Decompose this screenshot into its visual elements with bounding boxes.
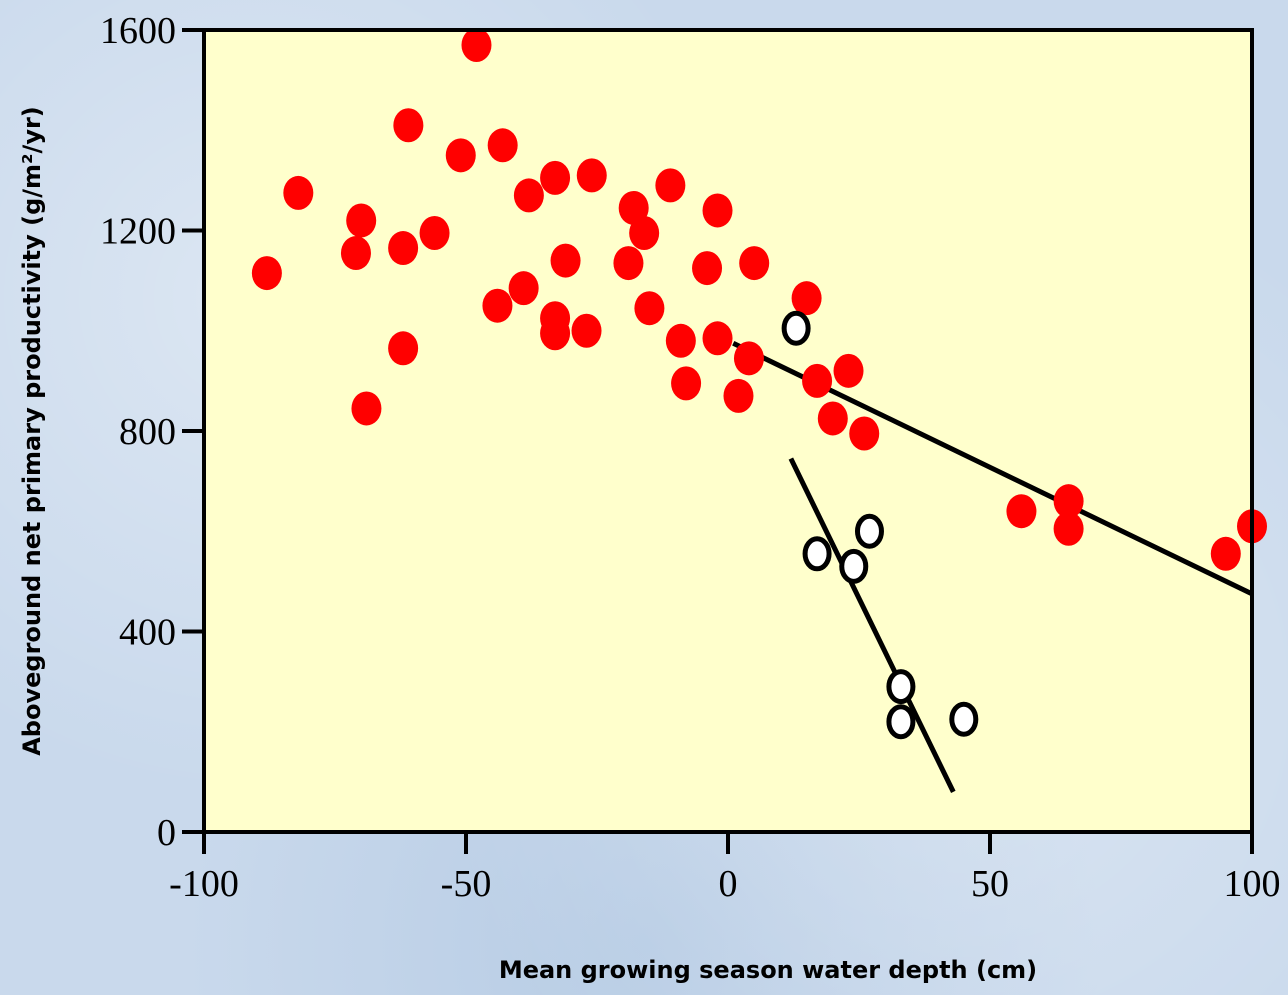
filled-data-point (1210, 536, 1241, 571)
filled-data-point (393, 108, 424, 143)
regression-line (788, 457, 956, 793)
filled-data-point (723, 378, 754, 413)
open-data-point (802, 536, 832, 572)
filled-data-point (849, 416, 880, 451)
filled-data-point (817, 401, 848, 436)
y-tick-label: 1600 (100, 10, 176, 52)
filled-data-point (733, 341, 764, 376)
filled-data-point (1053, 484, 1084, 519)
filled-data-point (702, 321, 733, 356)
y-tick-label: 1200 (100, 211, 176, 253)
y-tick-label: 800 (119, 411, 176, 453)
filled-data-point (283, 175, 314, 210)
x-tick-label: -100 (169, 863, 239, 905)
filled-data-point (802, 363, 833, 398)
filled-data-point (1053, 511, 1084, 546)
filled-data-point (833, 353, 864, 388)
filled-data-point (671, 366, 702, 401)
x-tick-label: 100 (1224, 863, 1281, 905)
filled-data-point (613, 246, 644, 281)
filled-data-point (692, 251, 723, 286)
data-points (251, 28, 1267, 740)
filled-data-point (487, 128, 518, 163)
filled-data-point (655, 168, 686, 203)
y-tick-label: 400 (119, 612, 176, 654)
filled-data-point (482, 288, 513, 323)
filled-data-point (576, 158, 607, 193)
x-axis-title: Mean growing season water depth (cm) (499, 956, 1037, 984)
open-data-point (886, 669, 916, 705)
filled-data-point (346, 203, 377, 238)
filled-data-point (629, 216, 660, 251)
filled-data-point (251, 256, 282, 291)
y-tick-label: 0 (157, 812, 176, 854)
filled-data-point (702, 193, 733, 228)
filled-data-point (571, 313, 602, 348)
filled-data-point (388, 231, 419, 266)
y-axis-title: Aboveground net primary productivity (g/… (18, 106, 46, 756)
filled-data-point (340, 236, 371, 271)
axes: -100 -50 0 50 100 0 400 800 1200 1600 (100, 10, 1281, 905)
filled-data-point (791, 281, 822, 316)
filled-data-point (550, 243, 581, 278)
filled-data-point (540, 160, 571, 195)
filled-data-point (388, 331, 419, 366)
filled-data-point (513, 178, 544, 213)
open-data-point (949, 701, 979, 737)
open-data-point (781, 310, 811, 346)
plot-area (204, 30, 1252, 832)
filled-data-point (634, 291, 665, 326)
filled-data-point (419, 216, 450, 251)
filled-data-point (739, 246, 770, 281)
filled-data-point (1006, 494, 1037, 529)
filled-data-point (540, 316, 571, 351)
filled-data-point (461, 28, 492, 63)
open-data-point (886, 704, 916, 740)
filled-data-point (665, 323, 696, 358)
filled-data-point (445, 138, 476, 173)
x-tick-label: 0 (719, 863, 738, 905)
filled-data-point (508, 271, 539, 306)
open-data-point (839, 548, 869, 584)
open-data-point (854, 513, 884, 549)
x-tick-label: 50 (971, 863, 1009, 905)
x-tick-label: -50 (441, 863, 492, 905)
filled-data-point (351, 391, 382, 426)
